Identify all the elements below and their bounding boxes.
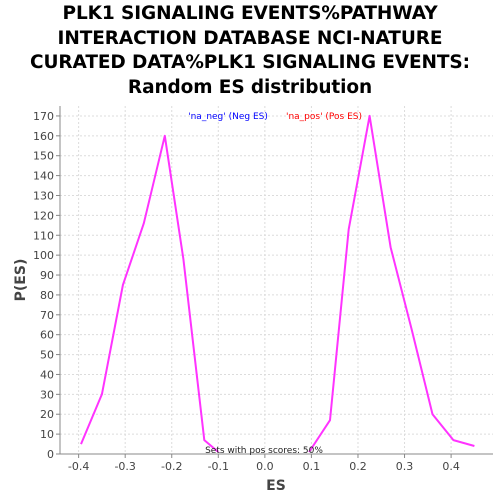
x-tick-label: 0.3 xyxy=(396,460,414,473)
y-tick-label: 60 xyxy=(40,329,54,342)
series-lines xyxy=(80,114,475,453)
x-tick-label: 0.1 xyxy=(303,460,321,473)
chart-title-line-4: Random ES distribution xyxy=(127,76,373,98)
annotation-text: Sets with pos scores: 50% xyxy=(205,446,323,456)
legend-item-pos: 'na_pos' (Pos ES) xyxy=(286,112,362,122)
series-line-neg xyxy=(80,134,219,453)
y-axis-ticks: 0 10 20 30 40 50 60 70 80 90 100 110 120 130 140 150 160… xyxy=(33,110,60,461)
x-tick-label: 0.2 xyxy=(349,460,367,473)
y-tick-label: 120 xyxy=(33,209,54,222)
y-tick-label: 110 xyxy=(33,229,54,242)
chart-title-line-2: INTERACTION DATABASE NCI-NATURE xyxy=(57,27,443,49)
x-tick-label: -0.3 xyxy=(114,460,135,473)
legend-item-neg: 'na_neg' (Neg ES) xyxy=(188,112,268,122)
y-axis-label: P(ES) xyxy=(13,259,29,302)
y-tick-label: 160 xyxy=(33,130,54,143)
chart-title-line-1: PLK1 SIGNALING EVENTS%PATHWAY xyxy=(62,3,438,24)
y-tick-label: 140 xyxy=(33,170,54,183)
gridlines xyxy=(60,106,493,454)
y-tick-label: 70 xyxy=(40,309,54,322)
y-tick-label: 10 xyxy=(40,428,54,441)
x-axis-label: ES xyxy=(266,478,286,494)
x-tick-label: 0.4 xyxy=(442,460,460,473)
y-tick-label: 90 xyxy=(40,269,54,282)
y-tick-label: 150 xyxy=(33,150,54,163)
y-tick-label: 170 xyxy=(33,110,54,123)
x-tick-label: -0.2 xyxy=(161,460,182,473)
x-tick-label: -0.1 xyxy=(208,460,229,473)
y-tick-label: 30 xyxy=(40,388,54,401)
x-axis-ticks: -0.4 -0.3 -0.2 -0.1 0.0 0.1 0.2 0.3 0.4 xyxy=(68,454,460,473)
x-tick-label: -0.4 xyxy=(68,460,89,473)
x-tick-label: 0.0 xyxy=(256,460,274,473)
plot-area xyxy=(60,106,493,454)
chart-title-line-3: CURATED DATA%PLK1 SIGNALING EVENTS: xyxy=(30,52,470,73)
y-tick-label: 100 xyxy=(33,249,54,262)
y-tick-label: 130 xyxy=(33,189,54,202)
y-tick-label: 80 xyxy=(40,289,54,302)
y-tick-label: 0 xyxy=(47,448,54,461)
series-line-pos xyxy=(308,114,475,453)
y-tick-label: 40 xyxy=(40,368,54,381)
y-tick-label: 50 xyxy=(40,349,54,362)
legend: 'na_neg' (Neg ES) 'na_pos' (Pos ES) xyxy=(188,112,362,122)
y-tick-label: 20 xyxy=(40,408,54,421)
chart-title: PLK1 SIGNALING EVENTS%PATHWAY INTERACTIO… xyxy=(0,2,500,100)
